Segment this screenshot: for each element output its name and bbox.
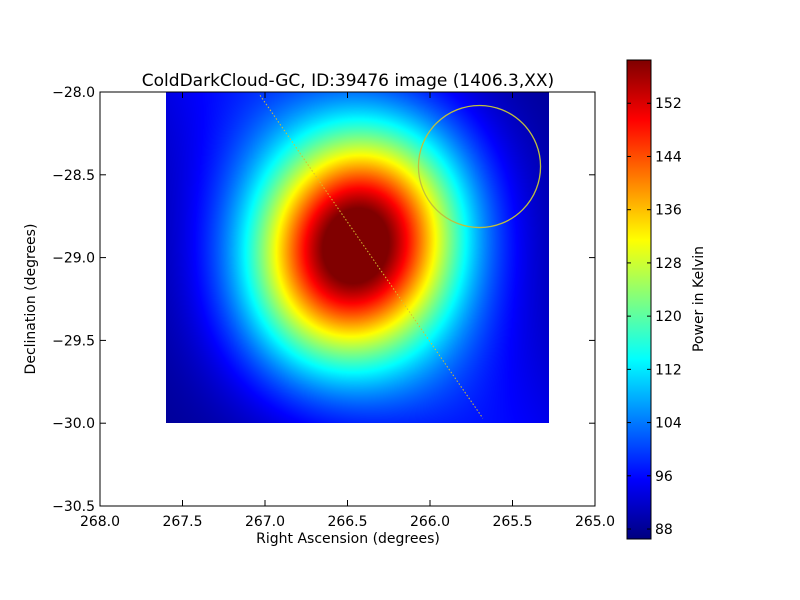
y-tick-label: −29.0 [52, 251, 95, 267]
colorbar-ticks: 88 96 104 112 120 128 136 144 152 [627, 96, 682, 538]
colorbar-tick-label: 128 [655, 256, 682, 272]
y-tick-label: −29.5 [52, 333, 95, 349]
y-axis-ticks: −28.0 −28.5 −29.0 −29.5 −30.0 −30.5 [52, 85, 595, 515]
colorbar [626, 59, 652, 540]
colorbar-tick-label: 144 [655, 149, 682, 165]
reference-circle [417, 104, 542, 229]
x-tick-label: 268.0 [80, 514, 120, 530]
colorbar-tick-label: 96 [655, 469, 673, 485]
x-tick-label: 267.0 [245, 514, 285, 530]
colorbar-tick-label: 136 [655, 203, 682, 219]
colorbar-tick-label: 104 [655, 416, 682, 432]
y-tick-label: −28.0 [52, 85, 95, 101]
x-axis-label: Right Ascension (degrees) [256, 531, 440, 547]
dotted-scan-line [259, 95, 484, 419]
x-tick-label: 267.5 [162, 514, 202, 530]
heatmap-image [166, 92, 549, 423]
colorbar-tick-label: 88 [655, 522, 673, 538]
y-tick-label: −30.5 [52, 499, 95, 515]
y-tick-label: −30.0 [52, 416, 95, 432]
chart-title: ColdDarkCloud-GC, ID:39476 image (1406.3… [142, 71, 554, 91]
colorbar-tick-label: 152 [655, 96, 682, 112]
x-tick-label: 266.5 [327, 514, 367, 530]
x-axis-ticks: 268.0 267.5 267.0 266.5 266.0 265.5 265.0 [80, 92, 615, 530]
x-tick-label: 265.0 [575, 514, 615, 530]
y-tick-label: −28.5 [52, 168, 95, 184]
x-tick-label: 265.5 [492, 514, 532, 530]
colorbar-tick-label: 120 [655, 309, 682, 325]
colorbar-tick-label: 112 [655, 362, 682, 378]
x-tick-label: 266.0 [410, 514, 450, 530]
y-axis-label: Declination (degrees) [23, 224, 39, 375]
colorbar-label: Power in Kelvin [691, 246, 707, 352]
